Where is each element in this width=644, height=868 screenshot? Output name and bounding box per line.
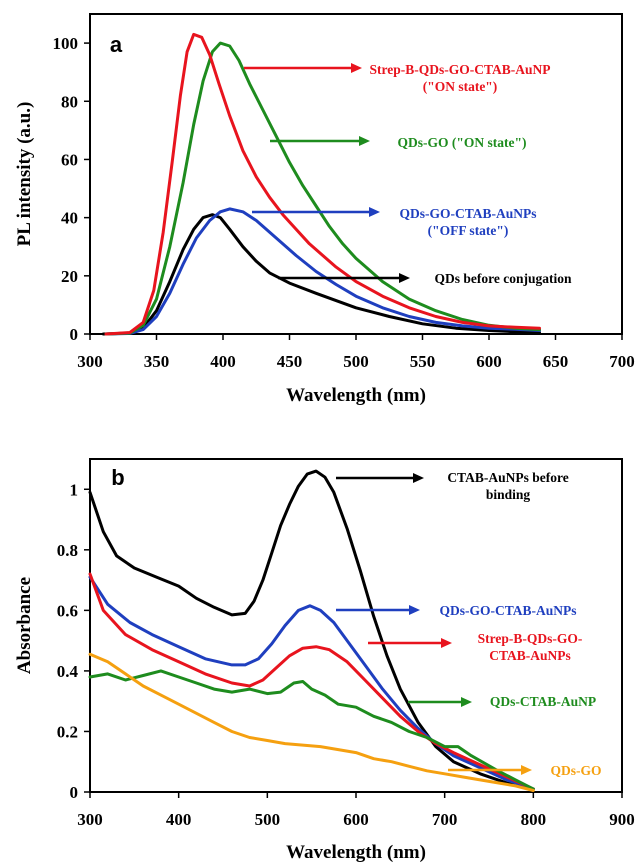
x-tick-label: 400 bbox=[166, 810, 192, 829]
annotation-label: binding bbox=[486, 487, 531, 502]
chart-panel-a: 300 350 400 450 500 550 600 650 700 0 20 40 60 80 100 W… bbox=[14, 13, 635, 406]
series-line bbox=[88, 669, 535, 791]
x-tick-label: 900 bbox=[609, 810, 635, 829]
x-tick-label: 600 bbox=[476, 352, 502, 371]
panel-label: b bbox=[111, 465, 124, 490]
series-line bbox=[104, 32, 541, 336]
annotation-arrowhead bbox=[359, 136, 370, 146]
x-tick-label: 600 bbox=[343, 810, 369, 829]
x-axis-label: Wavelength (nm) bbox=[286, 385, 426, 406]
y-tick-label: 0.4 bbox=[57, 662, 79, 681]
panel-label: a bbox=[110, 32, 123, 57]
x-tick-label: 400 bbox=[210, 352, 236, 371]
annotation-arrowhead bbox=[413, 473, 424, 483]
annotation-label: CTAB-AuNPs before bbox=[447, 470, 568, 485]
x-tick-label: 450 bbox=[277, 352, 303, 371]
annotation-label: QDs-GO-CTAB-AuNPs bbox=[399, 206, 536, 221]
annotation-label: Strep-B-QDs-GO- bbox=[478, 631, 583, 646]
y-tick-label: 20 bbox=[61, 267, 78, 286]
annotation-label: QDs before conjugation bbox=[435, 271, 572, 286]
annotation-arrowhead bbox=[399, 273, 410, 283]
x-tick-label: 550 bbox=[410, 352, 436, 371]
x-tick-label: 500 bbox=[255, 810, 281, 829]
y-tick-label: 1 bbox=[70, 480, 79, 499]
x-tick-label: 650 bbox=[543, 352, 569, 371]
plot-frame bbox=[89, 458, 623, 793]
y-tick-label: 0.6 bbox=[57, 601, 78, 620]
annotation-label: QDs-CTAB-AuNP bbox=[490, 694, 596, 709]
annotation-arrowhead bbox=[409, 605, 420, 615]
annotation-label: Strep-B-QDs-GO-CTAB-AuNP bbox=[370, 62, 551, 77]
annotation-label: QDs-GO bbox=[550, 763, 601, 778]
y-tick-label: 0 bbox=[70, 325, 79, 344]
x-axis-label: Wavelength (nm) bbox=[286, 842, 426, 863]
series-line bbox=[88, 469, 535, 791]
y-tick-label: 100 bbox=[53, 34, 79, 53]
y-tick-label: 0.8 bbox=[57, 541, 78, 560]
y-tick-label: 0.2 bbox=[57, 722, 78, 741]
annotation-arrowhead bbox=[351, 63, 362, 73]
y-tick-label: 40 bbox=[61, 209, 78, 228]
annotation-label: ("OFF state") bbox=[428, 223, 509, 238]
y-tick-label: 60 bbox=[61, 150, 78, 169]
x-tick-label: 300 bbox=[77, 810, 103, 829]
annotation-arrowhead bbox=[521, 765, 532, 775]
x-tick-label: 700 bbox=[609, 352, 635, 371]
annotation-arrowhead bbox=[461, 697, 472, 707]
series-line bbox=[104, 41, 541, 336]
x-tick-label: 800 bbox=[521, 810, 547, 829]
series-line bbox=[104, 207, 541, 336]
y-tick-label: 0 bbox=[70, 783, 79, 802]
series-line bbox=[88, 652, 535, 792]
y-axis-label: Absorbance bbox=[14, 577, 35, 674]
y-tick-label: 80 bbox=[61, 92, 78, 111]
annotation-label: QDs-GO ("ON state") bbox=[398, 135, 527, 150]
series-line bbox=[101, 213, 541, 336]
annotation-label: ("ON state") bbox=[423, 79, 498, 94]
chart-panel-b: 300 400 500 600 700 800 900 0 0.2 0.4 0.6 0.8 1 Wavel… bbox=[14, 458, 635, 863]
y-axis-label: PL intensity (a.u.) bbox=[14, 102, 35, 247]
annotation-label: QDs-GO-CTAB-AuNPs bbox=[439, 603, 576, 618]
x-tick-label: 350 bbox=[144, 352, 170, 371]
x-tick-label: 500 bbox=[343, 352, 369, 371]
x-tick-label: 300 bbox=[77, 352, 103, 371]
annotation-arrowhead bbox=[369, 207, 380, 217]
x-tick-label: 700 bbox=[432, 810, 458, 829]
annotation-arrowhead bbox=[441, 638, 452, 648]
annotation-label: CTAB-AuNPs bbox=[489, 648, 571, 663]
